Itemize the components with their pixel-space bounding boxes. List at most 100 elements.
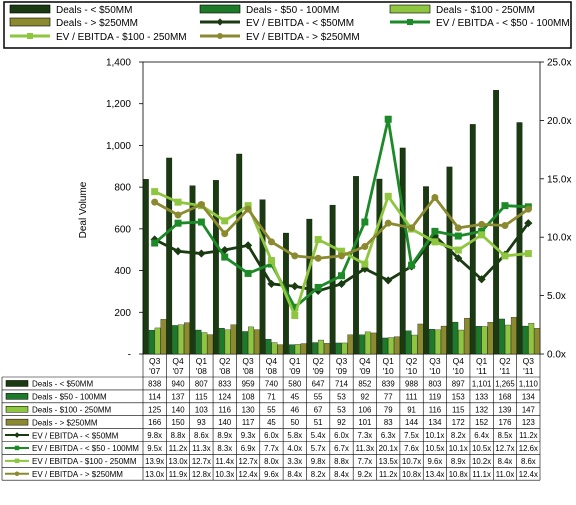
table-cell: 988 <box>405 379 418 388</box>
table-cell: 53 <box>337 392 346 401</box>
bar <box>224 329 231 355</box>
table-cell: 12.7x <box>495 444 514 453</box>
table-cell: 168 <box>498 392 511 401</box>
table-cell: 839 <box>382 379 395 388</box>
table-cell: 144 <box>405 418 419 427</box>
legend-swatch <box>9 17 51 27</box>
line-point <box>267 257 275 265</box>
y-tick-label: 600 <box>114 224 131 235</box>
bar <box>499 318 505 355</box>
y-axis-title: Deal Volume <box>78 181 89 238</box>
table-cell: 77 <box>384 392 393 401</box>
bar <box>178 324 184 355</box>
row-label: EV / EBITDA - < $50 - 100MM <box>32 444 139 453</box>
table-cell: 12.7x <box>192 457 211 466</box>
row-label: EV / EBITDA - < $50MM <box>32 431 119 440</box>
table-cell: 9.8x <box>311 457 326 466</box>
table-cell: 3.3x <box>287 457 302 466</box>
table-cell: 12.7x <box>239 457 258 466</box>
y2-tick-label: 5.0x <box>547 291 566 302</box>
category-label: '08 <box>196 366 207 376</box>
bar <box>324 343 330 355</box>
bar <box>306 218 313 355</box>
line-point <box>221 230 229 238</box>
row-label: Deals - < $50MM <box>32 380 93 389</box>
legend-box <box>3 1 572 49</box>
line-point <box>338 272 345 280</box>
table-cell: 1,265 <box>495 379 515 388</box>
line-point <box>197 200 205 208</box>
table-cell: 9.6x <box>428 457 443 466</box>
line-point <box>360 264 369 273</box>
row-swatch <box>5 406 29 413</box>
category-label: Q1 <box>476 356 488 366</box>
category-label: Q2 <box>312 356 324 366</box>
legend-swatch <box>9 4 51 14</box>
bar <box>475 326 482 355</box>
table-cell: 959 <box>242 379 255 388</box>
line-point <box>361 243 369 251</box>
bar <box>481 326 488 355</box>
table-cell: 45 <box>290 392 299 401</box>
table-cell: 13.4x <box>425 470 444 479</box>
line-point <box>338 247 345 255</box>
line-point <box>337 279 346 289</box>
line-point <box>478 227 486 235</box>
bar <box>341 342 348 355</box>
y-tick-label: 200 <box>114 308 131 319</box>
line-point <box>291 252 299 260</box>
line-point <box>524 205 532 213</box>
legend-label: EV / EBITDA - < $50MM <box>246 18 354 29</box>
table-cell: 8.6x <box>521 457 536 466</box>
category-label: Q2 <box>219 356 231 366</box>
line-point <box>361 218 369 226</box>
bar <box>195 329 202 355</box>
row-label: EV / EBITDA - > $250MM <box>32 470 123 479</box>
table-cell: 119 <box>429 392 441 401</box>
table-cell: 803 <box>428 379 441 388</box>
category-label: '11 <box>523 366 534 376</box>
table-cell: 11.9x <box>169 470 188 479</box>
table-cell: 5.7x <box>311 444 326 453</box>
bar <box>522 325 529 355</box>
line-point <box>431 238 439 246</box>
line-point <box>267 238 275 246</box>
table-cell: 6.3x <box>381 431 396 440</box>
table-cell: 1,110 <box>519 379 539 388</box>
table-cell: 20.1x <box>379 444 398 453</box>
line-point <box>314 254 322 262</box>
bar <box>300 343 307 355</box>
table-cell: 132 <box>475 405 488 414</box>
legend: Deals - < $50MM Deals - $50 - 100MM Deals … <box>9 4 570 43</box>
table-cell: 92 <box>361 392 370 401</box>
line-point <box>291 303 299 311</box>
row-marker-key <box>14 432 20 438</box>
bar <box>464 317 471 355</box>
table-cell: 8.9x <box>451 457 466 466</box>
table-cell: 116 <box>219 405 231 414</box>
bar <box>399 147 406 355</box>
legend-item: Deals - $100 - 250MM <box>389 4 535 16</box>
table-cell: 10.3x <box>215 470 234 479</box>
bar <box>394 336 400 355</box>
line-point <box>267 279 276 289</box>
table-cell: 6.7x <box>334 444 349 453</box>
bar <box>452 321 459 355</box>
bar <box>370 332 377 355</box>
table-cell: 8.2x <box>451 431 466 440</box>
table-cell: 7.5x <box>404 431 419 440</box>
category-label: Q4 <box>266 356 278 366</box>
table-cell: 740 <box>265 379 279 388</box>
table-cell: 4.0x <box>287 444 302 453</box>
line-point <box>243 241 253 250</box>
bar <box>183 322 190 355</box>
row-label: EV / EBITDA - $100 - 250MM <box>32 457 137 466</box>
bar <box>288 344 295 355</box>
line-point <box>174 211 182 219</box>
line-point <box>244 205 252 213</box>
bar <box>201 332 208 355</box>
y2-tick-label: 15.0x <box>547 174 571 185</box>
bar <box>212 180 219 355</box>
table-cell: 108 <box>242 392 255 401</box>
